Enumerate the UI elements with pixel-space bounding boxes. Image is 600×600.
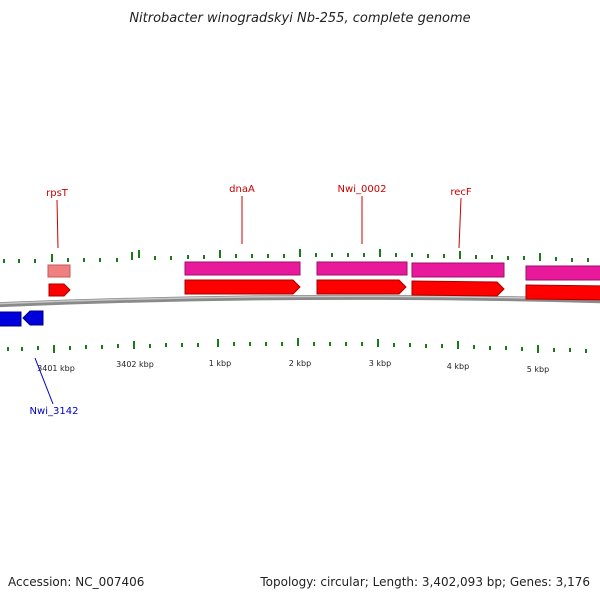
recF-leader xyxy=(458,197,462,249)
dnaA-cds-box[interactable] xyxy=(184,261,301,276)
scale-label: 3401 kbp xyxy=(37,364,75,373)
scale-label: 2 kbp xyxy=(289,359,311,368)
Nwi_0002-gene-arrow[interactable] xyxy=(316,279,407,295)
map-title: Nitrobacter winogradskyi Nb-255, complet… xyxy=(129,11,470,26)
forward-cds-track xyxy=(47,261,600,281)
Nwi_3142-gene-arrow[interactable] xyxy=(22,310,44,326)
reverse-gene-track xyxy=(0,310,44,327)
gene-label-Nwi_0002[interactable]: Nwi_0002 xyxy=(338,184,387,195)
accession-text: Accession: NC_007406 xyxy=(8,575,144,589)
dnaA-gene-arrow[interactable] xyxy=(184,279,301,295)
chromosome-backbone-highlight xyxy=(0,295,600,305)
gene-label-dnaA[interactable]: dnaA xyxy=(229,184,255,195)
recF-gene-arrow[interactable] xyxy=(411,280,505,297)
Nwi_0002-cds-box[interactable] xyxy=(316,261,408,276)
recF-cds-box[interactable] xyxy=(411,262,505,278)
gene-labels: rpsT dnaA Nwi_0002 recF Nwi_3142 xyxy=(30,184,472,417)
scale-label: 5 kbp xyxy=(527,365,549,374)
upper-tick-row xyxy=(3,249,589,263)
rpsT-rna-box[interactable] xyxy=(47,264,71,278)
scale-label: 1 kbp xyxy=(209,359,231,368)
rpsT-gene-arrow[interactable] xyxy=(48,283,71,297)
gene-label-rpsT[interactable]: rpsT xyxy=(46,188,69,199)
scale-label: 3402 kbp xyxy=(116,360,154,369)
gene-arrow[interactable] xyxy=(525,284,600,301)
Nwi_3142-leader xyxy=(34,357,54,405)
chromosome-backbone xyxy=(0,294,600,308)
scale-label: 3 kbp xyxy=(369,359,391,368)
rpsT-leader xyxy=(56,199,59,249)
scale-label: 4 kbp xyxy=(447,362,469,371)
genome-summary-text: Topology: circular; Length: 3,402,093 bp… xyxy=(259,575,590,589)
forward-gene-track xyxy=(48,279,600,301)
cds-box[interactable] xyxy=(525,265,600,281)
gene-label-recF[interactable]: recF xyxy=(450,187,472,198)
gene-label-Nwi_3142[interactable]: Nwi_3142 xyxy=(30,406,79,417)
gene-arrow-reverse[interactable] xyxy=(0,311,22,327)
lower-tick-row xyxy=(7,338,587,353)
